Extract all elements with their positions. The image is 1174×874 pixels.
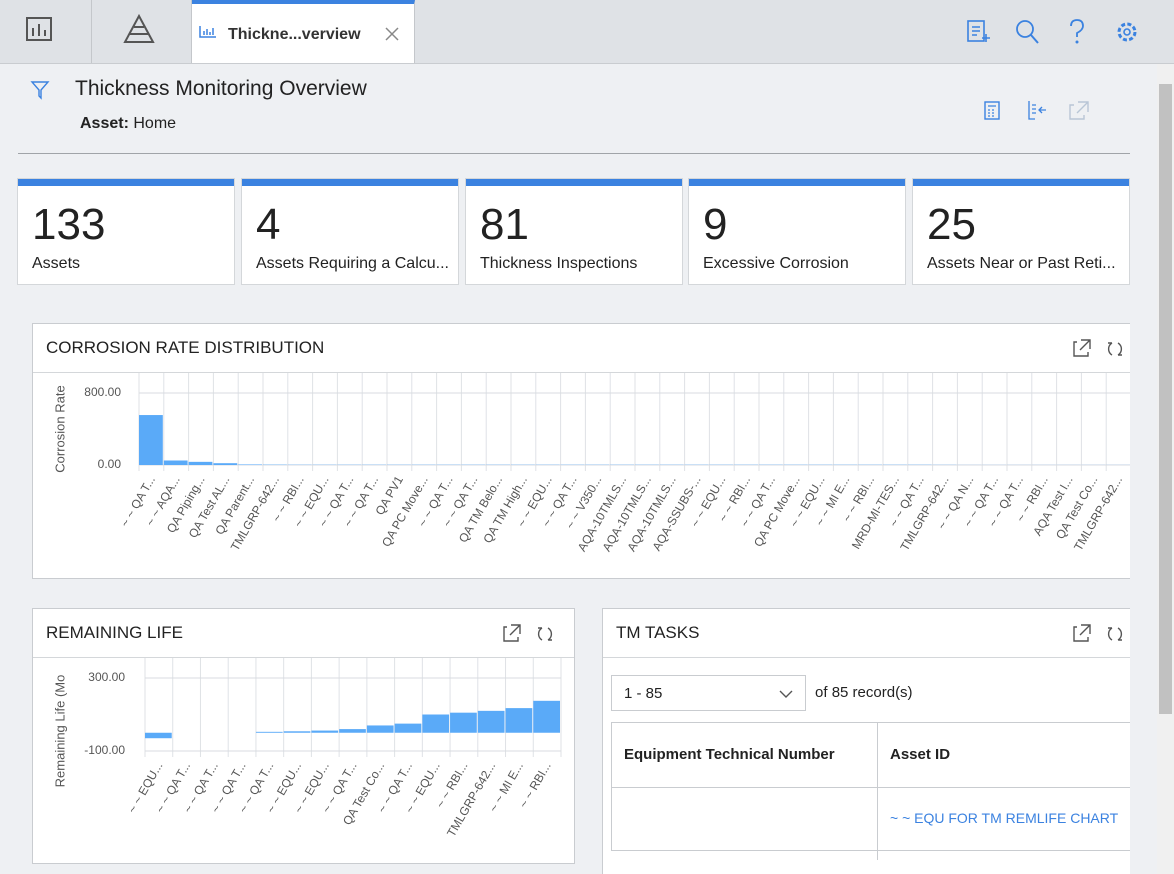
kpi-label: Assets <box>32 255 81 272</box>
record-count: of 85 record(s) <box>815 684 913 701</box>
page-range: 1 - 85 <box>624 685 663 702</box>
table-header: Equipment Technical Number Asset ID <box>611 722 1130 788</box>
icon-expand[interactable] <box>503 624 521 642</box>
icon-refresh[interactable] <box>1107 627 1123 641</box>
scrollbar[interactable] <box>1157 64 1174 874</box>
tab-dashboard[interactable] <box>0 0 92 63</box>
kpi-label: Assets Near or Past Reti... <box>927 255 1116 272</box>
kpi-label: Excessive Corrosion <box>703 255 849 272</box>
kpi-value: 133 <box>32 200 106 249</box>
icon-expand[interactable] <box>1073 624 1091 642</box>
kpi-card[interactable]: 81 Thickness Inspections <box>466 179 682 284</box>
bar <box>505 708 533 733</box>
count: 85 <box>831 684 849 701</box>
tm-tasks-panel: TM TASKS 1 - 85 of 85 record(s) Equipmen… <box>602 608 1130 874</box>
panel-title: CORROSION RATE DISTRIBUTION <box>46 338 325 357</box>
y-axis-label: Corrosion Rate <box>52 385 67 472</box>
tab-hierarchy[interactable] <box>92 0 192 63</box>
bar <box>238 464 262 465</box>
toolbar-icons <box>967 19 1137 44</box>
kpi-card[interactable]: 9 Excessive Corrosion <box>689 179 905 284</box>
y-tick-label: 0.00 <box>98 457 122 471</box>
panel-title: REMAINING LIFE <box>46 623 183 642</box>
page-title: Thickness Monitoring Overview <box>75 77 367 100</box>
icon-refresh[interactable] <box>1107 342 1123 356</box>
bar <box>366 725 394 733</box>
y-tick-label: 300.00 <box>88 670 125 684</box>
asset-link[interactable]: ~ ~ EQU FOR TM REMLIFE CHART <box>890 810 1119 826</box>
bar <box>139 415 163 465</box>
icon-hierarchy <box>123 13 155 43</box>
y-tick-label: -100.00 <box>84 743 125 757</box>
icon-list[interactable] <box>1028 101 1046 120</box>
suffix: record(s) <box>852 684 913 701</box>
icon-refresh[interactable] <box>537 627 553 641</box>
panel-header: CORROSION RATE DISTRIBUTION <box>33 324 1130 373</box>
bar <box>533 700 560 733</box>
header-cell: Equipment Technical Number <box>612 723 878 787</box>
of-text: of <box>815 684 828 701</box>
column-title[interactable]: Equipment Technical Number <box>624 746 835 763</box>
filter-icon[interactable] <box>30 80 50 100</box>
asset-label: Asset: <box>80 115 129 132</box>
cell <box>612 786 878 860</box>
bar <box>339 729 366 733</box>
bar <box>311 730 339 733</box>
bar <box>477 710 505 733</box>
icon-help[interactable] <box>1070 19 1084 44</box>
icon-expand[interactable] <box>1073 339 1091 357</box>
kpi-value: 25 <box>927 200 976 249</box>
bar <box>394 723 422 733</box>
kpi-value: 4 <box>256 200 281 249</box>
y-tick-label: 800.00 <box>84 385 121 399</box>
icon-calculator[interactable] <box>984 101 1000 120</box>
icon-chart <box>199 26 216 38</box>
panel-tools <box>503 624 553 642</box>
kpi-card[interactable]: 133 Assets <box>18 179 234 284</box>
bar <box>255 731 283 733</box>
kpi-card[interactable]: 25 Assets Near or Past Reti... <box>913 179 1129 284</box>
kpi-card[interactable]: 4 Assets Requiring a Calcu... <box>242 179 458 284</box>
scroll-thumb[interactable] <box>1159 84 1172 714</box>
bar <box>213 463 238 465</box>
page-select[interactable]: 1 - 85 <box>611 675 806 711</box>
bar <box>188 461 213 465</box>
icon-add-report[interactable] <box>967 20 990 42</box>
table-row: ~ ~ EQU FOR TM REMLIFE CHART <box>611 786 1130 860</box>
panel-tools <box>1073 339 1123 357</box>
icon-open <box>1069 101 1089 120</box>
asset-value: Home <box>133 115 177 132</box>
bar <box>145 732 172 739</box>
y-axis-label: Remaining Life (Mo <box>52 675 67 788</box>
remaining-life-panel: REMAINING LIFE Remaining Life (Mo -100.00… <box>32 608 575 864</box>
bar <box>163 460 188 465</box>
kpi-label: Thickness Inspections <box>480 255 638 272</box>
header-actions <box>984 101 1089 120</box>
kpi-value: 81 <box>480 200 529 249</box>
bar <box>450 712 477 733</box>
panel-tools <box>1073 624 1123 642</box>
bar <box>422 714 450 733</box>
icon-search[interactable] <box>1016 20 1039 44</box>
kpi-value: 9 <box>703 200 728 249</box>
kpi-label: Assets Requiring a Calcu... <box>256 255 449 272</box>
asset-line: Asset: Home <box>80 115 176 133</box>
divider <box>18 153 1130 154</box>
corrosion-panel: CORROSION RATE DISTRIBUTION Corrosion Ra… <box>32 323 1130 579</box>
icon-settings[interactable] <box>1117 22 1137 42</box>
column-title[interactable]: Asset ID <box>890 746 951 763</box>
bar <box>283 731 311 733</box>
panel-header: REMAINING LIFE <box>33 609 574 658</box>
tab-close[interactable] <box>384 26 400 42</box>
icon-dashboard <box>26 17 52 41</box>
dropdown-arrow <box>779 690 793 698</box>
panel-title: TM TASKS <box>616 623 700 642</box>
tab-active[interactable]: Thickne...verview <box>192 0 415 63</box>
panel-header: TM TASKS <box>603 609 1130 658</box>
tab-title: Thickne...verview <box>228 26 361 43</box>
